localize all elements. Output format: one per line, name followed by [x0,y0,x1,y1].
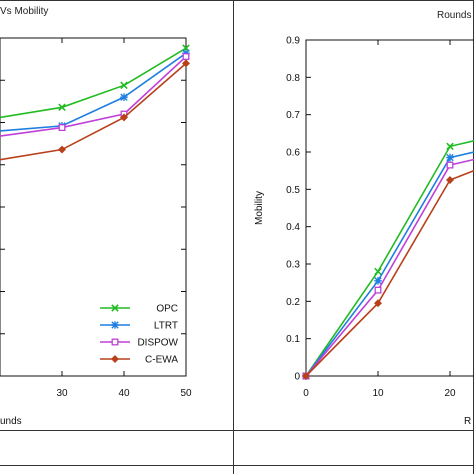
left-x-tick-label: 30 [56,388,68,399]
left-x-axis-label: unds [0,416,22,427]
left-series-dispow-line [0,56,187,137]
legend-c-ewa-marker [111,355,119,363]
right-series-dispow-line [305,158,474,377]
right-series-c-ewa-point [302,372,310,380]
legend-ltrt-label: LTRT [154,321,178,332]
right-series-ltrt-point [374,277,382,285]
legend-dispow-marker [111,338,119,346]
left-plot-layer: 30 40 50 OPC LTRT DISPOW C-EWA [0,38,192,399]
right-x-tick-label: 10 [372,388,384,399]
right-y-tick-label: 0.7 [286,110,300,121]
left-series-opc-line [0,47,187,119]
left-series-opc-point [120,81,128,90]
right-series-opc-point [374,267,382,276]
right-y-tick-label: 0.8 [286,73,300,84]
legend-opc-marker [111,304,119,312]
left-series-c-ewa-point [120,113,128,122]
right-series-opc-point [446,142,454,151]
legend-opc-label: OPC [156,304,178,315]
left-series-c-ewa-point [182,59,190,68]
right-series-opc-line [305,140,474,377]
right-series-ltrt-point [446,153,454,162]
left-series-dispow-point [182,53,190,61]
left-series-ltrt-line [0,52,187,132]
right-y-tick-label: 0.2 [286,297,300,308]
right-series-dispow-point [374,286,382,294]
right-y-tick-label: 0.5 [286,185,300,196]
legend-ltrt-marker [111,321,119,329]
right-y-tick-label: 0 [294,372,300,383]
right-x-tick-label: 0 [303,388,309,399]
right-y-tick-label: 0.3 [286,260,300,271]
left-series-dispow-point [58,124,66,132]
left-x-tick-label: 50 [180,388,192,399]
left-series-c-ewa-point [58,145,66,154]
right-series-c-ewa-point [446,176,454,184]
right-chart-title: Rounds [437,10,471,21]
right-plot-layer: 0 0.1 0.2 0.3 0.4 0.5 0.6 0.7 0.8 0.9 0 10 20 [286,36,474,399]
right-y-tick-label: 0.1 [286,334,300,345]
right-y-tick-label: 0.4 [286,222,300,233]
left-chart-title: Vs Mobility [0,6,48,17]
right-y-tick-label: 0.6 [286,148,300,159]
right-series-ltrt-line [305,151,474,377]
left-series-c-ewa-line [0,62,187,161]
legend-c-ewa-label: C-EWA [145,355,178,366]
left-series-ltrt-point [120,93,128,101]
right-y-tick-label: 0.9 [286,36,300,47]
right-x-axis-label: R [464,416,471,427]
right-series-c-ewa-line [305,169,474,377]
left-series-opc-point [58,103,66,112]
right-y-axis-label: Mobility [254,191,265,225]
right-series-c-ewa-point [374,299,382,308]
right-x-tick-label: 20 [444,388,456,399]
left-x-tick-label: 40 [118,388,130,399]
right-plot-box [305,39,474,377]
legend-dispow-label: DISPOW [137,338,178,349]
right-series-dispow-point [446,161,454,169]
